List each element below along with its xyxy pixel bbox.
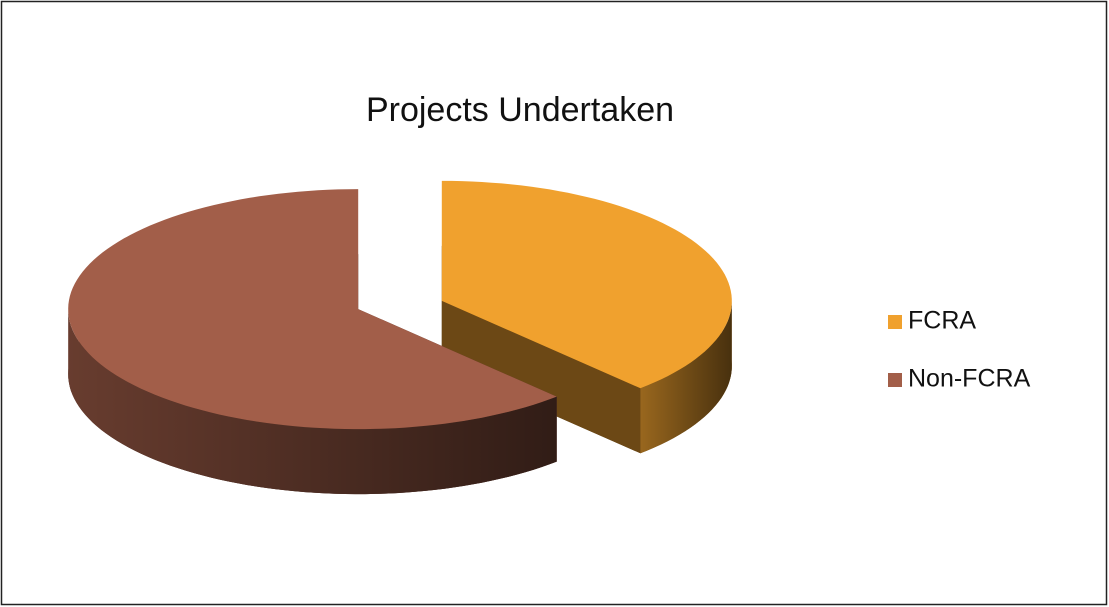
slice-top xyxy=(68,189,557,430)
legend-swatch xyxy=(888,373,902,387)
legend-swatch xyxy=(888,315,902,329)
legend-label: Non-FCRA xyxy=(908,365,1031,393)
legend-label: FCRA xyxy=(908,307,976,335)
slice-side-shade xyxy=(640,300,732,454)
slice-top xyxy=(441,180,732,389)
slice-wall xyxy=(441,300,641,454)
chart-title: Projects Undertaken xyxy=(366,91,674,129)
pie-slice xyxy=(68,189,557,495)
slice-side-shade xyxy=(68,309,557,495)
legend: FCRA Non-FCRA xyxy=(888,307,1031,393)
pie-slice xyxy=(441,180,732,454)
pie xyxy=(68,180,732,495)
